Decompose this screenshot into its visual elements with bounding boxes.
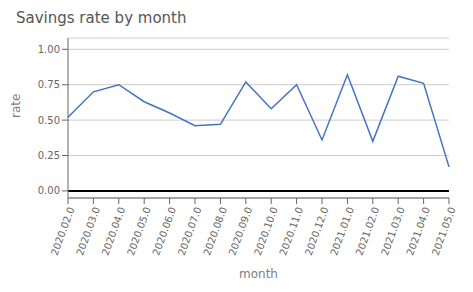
svg-text:2021.04.0: 2021.04.0: [404, 205, 432, 257]
svg-text:0.25: 0.25: [38, 150, 60, 161]
html-text:Savings rate by month: Savings rate by month: [16, 9, 187, 27]
svg-text:2020.05.0: 2020.05.0: [125, 205, 153, 257]
svg-text:2021.02.0: 2021.02.0: [354, 205, 382, 257]
svg-text:0.00: 0.00: [38, 185, 60, 196]
svg-text:2020.08.0: 2020.08.0: [201, 205, 229, 257]
svg-text:2020.09.0: 2020.09.0: [227, 205, 255, 257]
svg-text:2020.02.0: 2020.02.0: [49, 205, 77, 257]
svg-text:2020.11.0: 2020.11.0: [277, 205, 305, 257]
svg-text:2020.10.0: 2020.10.0: [252, 205, 280, 257]
svg-text:2020.12.0: 2020.12.0: [303, 205, 331, 257]
svg-text:month: month: [239, 267, 278, 278]
svg-text:0.75: 0.75: [38, 79, 60, 90]
svg-text:rate: rate: [9, 94, 23, 118]
svg-text:2020.04.0: 2020.04.0: [100, 205, 128, 257]
svg-text:2021.01.0: 2021.01.0: [328, 205, 356, 257]
svg-text:2021.03.0: 2021.03.0: [379, 205, 407, 257]
svg-text:2020.07.0: 2020.07.0: [176, 205, 204, 257]
svg-text:1.00: 1.00: [38, 44, 60, 55]
svg-text:2021.05.0: 2021.05.0: [430, 205, 458, 257]
svg-text:2020.03.0: 2020.03.0: [74, 205, 102, 257]
svg-text:2020.06.0: 2020.06.0: [150, 205, 178, 257]
svg-text:0.50: 0.50: [38, 115, 60, 126]
